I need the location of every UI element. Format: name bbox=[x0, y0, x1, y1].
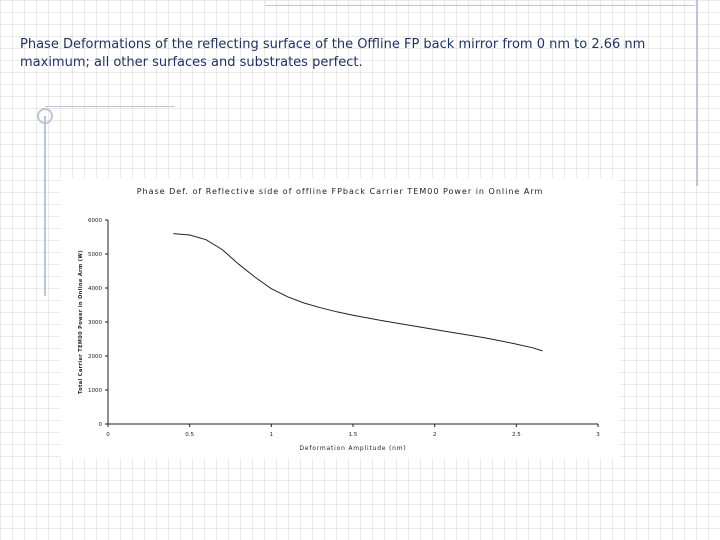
x-tick-label: 2.5 bbox=[512, 432, 521, 438]
x-tick-label: 0.5 bbox=[185, 432, 194, 438]
top-accent-line bbox=[265, 5, 695, 6]
x-tick-label: 3 bbox=[596, 432, 600, 438]
y-tick-label: 2000 bbox=[88, 354, 102, 360]
y-axis-label: Total Carrier TEM00 Power in Online Arm … bbox=[78, 250, 84, 394]
x-tick-label: 1 bbox=[270, 432, 274, 438]
corner-decoration bbox=[37, 106, 175, 296]
chart-title: Phase Def. of Reflective side of offline… bbox=[137, 187, 544, 196]
y-tick-label: 3000 bbox=[88, 320, 102, 326]
x-tick-group: 0 0.5 1 1.5 2 2.5 3 bbox=[106, 424, 600, 438]
y-tick-label: 0 bbox=[99, 422, 103, 428]
x-tick-label: 1.5 bbox=[349, 432, 358, 438]
slide-caption: Phase Deformations of the reflecting sur… bbox=[20, 37, 646, 70]
y-tick-label: 1000 bbox=[88, 388, 102, 394]
series-line bbox=[173, 233, 543, 352]
right-accent-line bbox=[696, 0, 698, 186]
x-tick-label: 2 bbox=[433, 432, 437, 438]
line-chart: Phase Def. of Reflective side of offline… bbox=[60, 178, 620, 458]
y-tick-label: 6000 bbox=[88, 218, 102, 224]
y-tick-label: 5000 bbox=[88, 252, 102, 258]
y-tick-group: 0 1000 2000 3000 4000 5000 6000 bbox=[88, 218, 108, 428]
x-axis-label: Deformation Amplitude (nm) bbox=[299, 445, 406, 452]
series-group bbox=[173, 233, 543, 352]
y-tick-label: 4000 bbox=[88, 286, 102, 292]
x-tick-label: 0 bbox=[106, 432, 110, 438]
